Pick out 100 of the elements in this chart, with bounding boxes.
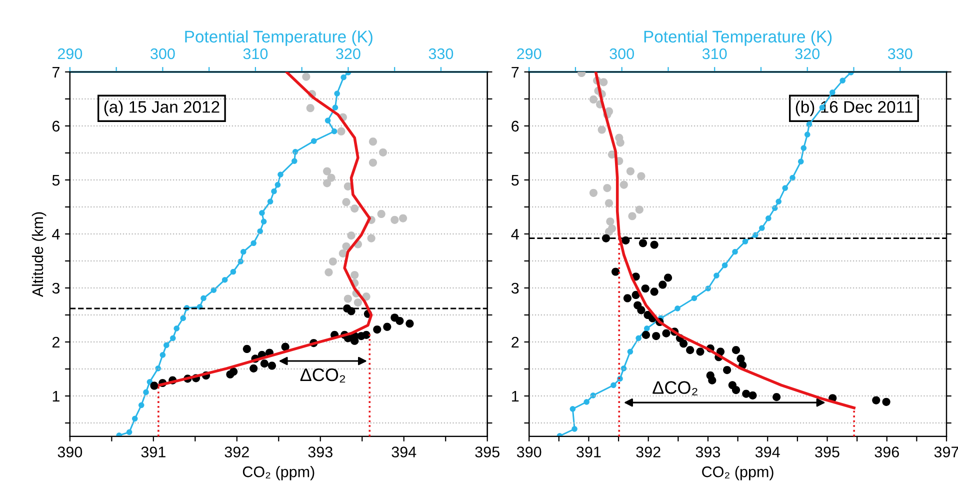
point bbox=[260, 360, 268, 368]
y-tick-label: 7 bbox=[52, 66, 60, 78]
point bbox=[742, 390, 750, 398]
point bbox=[268, 362, 276, 370]
x2-axis-title: Potential Temperature (K) bbox=[185, 30, 372, 46]
point bbox=[602, 234, 610, 242]
y-tick-label: 6 bbox=[512, 120, 519, 132]
x-axis-title: CO₂ (ppm) bbox=[702, 466, 774, 480]
point bbox=[150, 382, 158, 390]
point bbox=[696, 348, 704, 356]
point bbox=[748, 391, 757, 400]
point bbox=[342, 242, 350, 250]
point bbox=[603, 184, 612, 192]
x2-tick-label: 310 bbox=[702, 48, 727, 60]
point bbox=[872, 396, 880, 404]
point bbox=[368, 158, 378, 167]
x-tick-label: 392 bbox=[224, 446, 249, 458]
point bbox=[658, 280, 667, 289]
point bbox=[600, 78, 608, 86]
x-tick-label: 397 bbox=[934, 446, 958, 458]
x-tick-label: 390 bbox=[58, 446, 82, 458]
x2-tick-label: 290 bbox=[58, 48, 82, 60]
x2-axis-title: Potential Temperature (K) bbox=[644, 30, 832, 46]
x-tick-label: 394 bbox=[755, 446, 780, 458]
point bbox=[637, 172, 646, 180]
y-tick-label: 5 bbox=[511, 174, 519, 186]
x2-tick-label: 300 bbox=[610, 48, 634, 60]
point bbox=[354, 298, 362, 307]
point bbox=[383, 322, 392, 331]
annotation: ΔCO₂ bbox=[652, 381, 698, 396]
point bbox=[632, 290, 640, 300]
point bbox=[664, 274, 672, 282]
x2-tick-label: 320 bbox=[336, 48, 360, 60]
y-tick-label: 4 bbox=[511, 228, 519, 240]
point bbox=[323, 167, 332, 176]
point bbox=[604, 228, 614, 236]
point bbox=[604, 199, 614, 208]
x2-tick-label: 290 bbox=[517, 48, 542, 60]
x-tick-label: 393 bbox=[308, 446, 332, 458]
point bbox=[620, 180, 628, 189]
point bbox=[337, 127, 346, 136]
point bbox=[362, 330, 370, 339]
point bbox=[226, 370, 234, 378]
point bbox=[622, 236, 630, 244]
point bbox=[406, 320, 414, 328]
point bbox=[324, 268, 333, 276]
x-tick-label: 393 bbox=[696, 446, 720, 458]
point bbox=[723, 366, 732, 374]
point bbox=[642, 330, 650, 339]
point bbox=[650, 288, 658, 296]
point bbox=[637, 306, 646, 314]
text: (a) 15 Jan 2012 bbox=[104, 100, 220, 116]
point bbox=[306, 104, 314, 112]
point bbox=[628, 212, 636, 220]
point bbox=[598, 126, 606, 134]
point bbox=[342, 198, 350, 206]
point bbox=[772, 393, 781, 402]
y-tick-label: 7 bbox=[512, 66, 519, 78]
x-tick-label: 391 bbox=[141, 446, 166, 458]
point bbox=[390, 216, 399, 224]
point bbox=[373, 325, 382, 334]
y-axis-title: Altitude (km) bbox=[32, 212, 46, 298]
point bbox=[328, 257, 337, 266]
x-axis-title: CO₂ (ppm) bbox=[242, 466, 314, 480]
point bbox=[635, 206, 644, 214]
point bbox=[347, 307, 356, 316]
point bbox=[606, 217, 614, 226]
point bbox=[377, 210, 386, 218]
x2-tick-label: 330 bbox=[888, 48, 912, 60]
point bbox=[242, 344, 251, 354]
point bbox=[281, 342, 290, 351]
y-tick-label: 1 bbox=[512, 391, 519, 402]
point bbox=[396, 316, 404, 325]
point bbox=[612, 268, 620, 276]
point bbox=[650, 240, 658, 249]
point bbox=[652, 332, 660, 340]
x2-tick-label: 300 bbox=[150, 48, 175, 60]
y-tick-label: 2 bbox=[512, 336, 519, 348]
y-tick-label: 5 bbox=[52, 174, 60, 186]
x-tick-label: 394 bbox=[392, 446, 416, 458]
y-tick-label: 2 bbox=[52, 336, 60, 348]
point bbox=[398, 214, 408, 222]
x2-tick-label: 310 bbox=[243, 48, 268, 60]
x-tick-label: 390 bbox=[516, 446, 542, 458]
point bbox=[686, 346, 694, 354]
point bbox=[616, 138, 624, 147]
point bbox=[338, 249, 347, 258]
point bbox=[350, 270, 359, 280]
annotation: ΔCO₂ bbox=[300, 368, 346, 383]
point bbox=[638, 239, 648, 248]
y-tick-label: 1 bbox=[52, 391, 60, 402]
x-tick-label: 392 bbox=[636, 446, 660, 458]
x-tick-label: 395 bbox=[475, 446, 500, 458]
point bbox=[347, 232, 356, 240]
point bbox=[327, 174, 336, 182]
point bbox=[368, 138, 378, 146]
y-tick-label: 3 bbox=[52, 282, 60, 294]
point bbox=[350, 204, 359, 213]
x2-tick-label: 330 bbox=[428, 48, 454, 60]
point bbox=[302, 72, 310, 81]
